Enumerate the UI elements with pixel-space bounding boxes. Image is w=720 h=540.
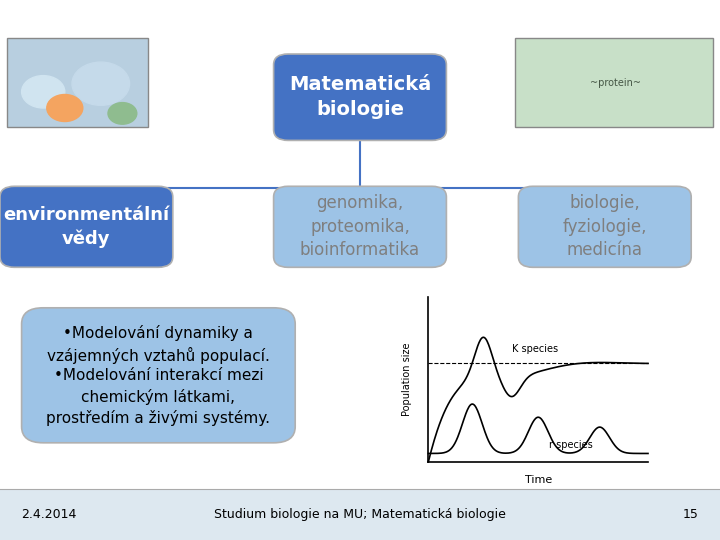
Text: ~protein~: ~protein~ (590, 78, 641, 87)
Circle shape (108, 103, 137, 124)
Text: Time: Time (525, 475, 552, 485)
Circle shape (22, 76, 65, 108)
Text: •Modelování dynamiky a
vzájemných vztahů populací.
•Modelování interakcí mezi
ch: •Modelování dynamiky a vzájemných vztahů… (46, 325, 271, 426)
FancyBboxPatch shape (0, 186, 173, 267)
Text: 2.4.2014: 2.4.2014 (22, 508, 77, 521)
FancyBboxPatch shape (274, 54, 446, 140)
Text: r species: r species (549, 440, 593, 450)
FancyBboxPatch shape (274, 186, 446, 267)
FancyBboxPatch shape (518, 186, 691, 267)
Text: Population size: Population size (402, 342, 412, 416)
Text: Matematická
biologie: Matematická biologie (289, 75, 431, 119)
Text: 15: 15 (683, 508, 698, 521)
Text: environmentální
vědy: environmentální vědy (4, 206, 169, 248)
Circle shape (72, 62, 130, 105)
Text: genomika,
proteomika,
bioinformatika: genomika, proteomika, bioinformatika (300, 194, 420, 259)
FancyBboxPatch shape (22, 308, 295, 443)
Text: Studium biologie na MU; Matematická biologie: Studium biologie na MU; Matematická biol… (214, 508, 506, 521)
Text: K species: K species (512, 345, 558, 354)
Circle shape (47, 94, 83, 122)
Bar (515, 38, 713, 127)
Bar (0, 489, 720, 540)
Bar (7, 38, 148, 127)
Text: biologie,
fyziologie,
medicína: biologie, fyziologie, medicína (562, 194, 647, 259)
